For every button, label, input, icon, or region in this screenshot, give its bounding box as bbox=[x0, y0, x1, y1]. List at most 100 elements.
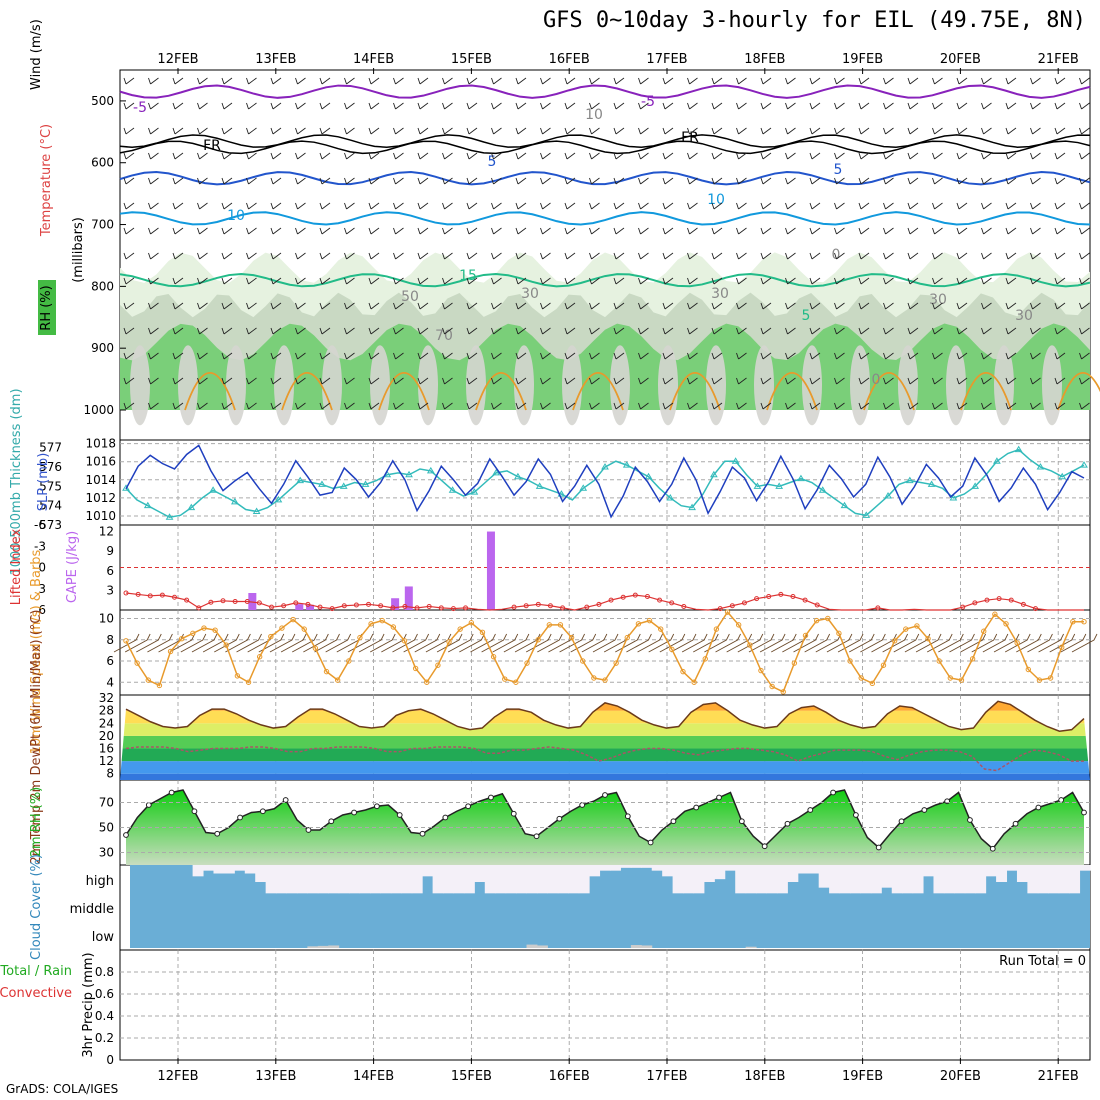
thickness-point bbox=[1058, 472, 1067, 480]
ylabel-cape: CAPE (J/kg) bbox=[65, 531, 80, 603]
lifted-point bbox=[159, 592, 165, 598]
wind-barb bbox=[197, 152, 208, 160]
wind-barb bbox=[711, 102, 723, 110]
wind-barb bbox=[344, 152, 355, 160]
wind-barb bbox=[760, 127, 772, 135]
wind-barb bbox=[883, 352, 894, 360]
wind-barb bbox=[221, 252, 233, 260]
wind-barb bbox=[393, 402, 404, 410]
wind-barb bbox=[148, 177, 159, 185]
cloud-high-gap bbox=[797, 865, 809, 874]
wind-speed-point bbox=[591, 675, 597, 681]
temp-line bbox=[125, 700, 1085, 732]
wind-barb bbox=[197, 352, 208, 360]
surface-wind-barb bbox=[737, 633, 764, 653]
wind-speed-point bbox=[769, 683, 775, 690]
wind-barb bbox=[711, 177, 723, 185]
wind-barb bbox=[197, 377, 208, 385]
wind-barb bbox=[760, 252, 772, 260]
wind-barb bbox=[197, 252, 208, 260]
wind-barb bbox=[417, 277, 429, 285]
wind-barb bbox=[123, 352, 135, 360]
thickness-point bbox=[514, 472, 522, 480]
ytick-wind: 8 bbox=[106, 633, 114, 647]
wind-barb bbox=[295, 327, 306, 335]
wind-barb bbox=[123, 277, 135, 285]
wind-barb bbox=[1079, 302, 1090, 310]
thickness-point bbox=[122, 484, 130, 491]
ylabel-wind: 10m Wind Speed (m/s) & Barbs bbox=[29, 549, 44, 754]
wind-barb bbox=[1005, 327, 1017, 335]
rh-point bbox=[191, 808, 198, 815]
wind-barb bbox=[589, 202, 600, 210]
thickness-point bbox=[1014, 445, 1023, 453]
wind-barb bbox=[564, 102, 576, 110]
cloud-high-gap bbox=[672, 865, 684, 894]
wind-barb bbox=[466, 352, 478, 360]
rh-point bbox=[282, 797, 289, 803]
wind-barb bbox=[760, 77, 772, 85]
surface-wind-barb bbox=[848, 633, 875, 653]
rh-point bbox=[442, 814, 449, 821]
wind-barb bbox=[883, 277, 894, 285]
wind-barb bbox=[319, 127, 331, 135]
wind-barb bbox=[662, 377, 674, 385]
cloud-high-gap bbox=[881, 865, 893, 888]
lifted-point bbox=[1008, 597, 1014, 603]
wind-barb bbox=[785, 102, 796, 110]
side-label-wind: Wind (m/s) bbox=[29, 19, 44, 90]
wind-barb bbox=[540, 127, 551, 135]
wind-barb bbox=[613, 252, 625, 260]
wind-barb bbox=[1079, 77, 1090, 85]
wind-barb bbox=[368, 102, 380, 110]
surface-wind-barb bbox=[180, 633, 207, 653]
wind-barb bbox=[319, 202, 331, 210]
lifted-point bbox=[244, 599, 250, 604]
wind-barb bbox=[319, 302, 331, 310]
surface-wind-barb bbox=[280, 633, 307, 653]
wind-barb bbox=[858, 402, 870, 410]
wind-barb bbox=[638, 227, 649, 235]
wind-barb bbox=[344, 202, 355, 210]
wind-barb bbox=[221, 227, 233, 235]
wind-speed-point bbox=[201, 625, 207, 631]
surface-wind-barb bbox=[492, 633, 519, 653]
wind-barb bbox=[834, 377, 845, 385]
wind-barb bbox=[834, 252, 845, 260]
wind-barb bbox=[638, 77, 649, 85]
wind-barb bbox=[687, 127, 698, 135]
wind-barb bbox=[564, 77, 576, 85]
wind-barb bbox=[221, 127, 233, 135]
date-label-bottom: 15FEB bbox=[451, 1069, 492, 1084]
wind-barb bbox=[662, 252, 674, 260]
panel-frame-prcp bbox=[119, 949, 1091, 1061]
thickness-point bbox=[971, 482, 980, 489]
wind-barb bbox=[1030, 402, 1041, 410]
cloud-high-gap bbox=[443, 865, 454, 894]
temp-bands bbox=[120, 701, 1090, 780]
wind-barb bbox=[1030, 227, 1041, 235]
wind-barb bbox=[540, 177, 551, 185]
thickness-point bbox=[840, 501, 849, 509]
wind-barb bbox=[466, 252, 478, 260]
wind-barb bbox=[393, 102, 404, 110]
cloud-high-gap bbox=[307, 865, 319, 894]
lifted-point bbox=[438, 605, 444, 611]
wind-barb bbox=[172, 327, 184, 335]
wind-barb bbox=[809, 402, 821, 410]
wind-barb bbox=[295, 252, 306, 260]
thickness-point bbox=[709, 470, 718, 478]
rh-dry-patch bbox=[946, 345, 966, 426]
wind-barb bbox=[858, 152, 870, 160]
wind-speed-point bbox=[546, 622, 553, 628]
cloud-high-gap bbox=[203, 865, 214, 871]
wind-speed-point bbox=[557, 622, 564, 628]
surface-isotherm bbox=[572, 372, 624, 411]
thickness-point bbox=[862, 511, 871, 518]
ylabel-lifted: Lifted Index bbox=[9, 528, 24, 605]
wind-barb bbox=[491, 377, 502, 385]
wind-barb bbox=[785, 302, 796, 310]
surface-wind-barb bbox=[771, 633, 797, 653]
wind-barb bbox=[368, 327, 380, 335]
rh-band-green bbox=[120, 323, 1090, 410]
